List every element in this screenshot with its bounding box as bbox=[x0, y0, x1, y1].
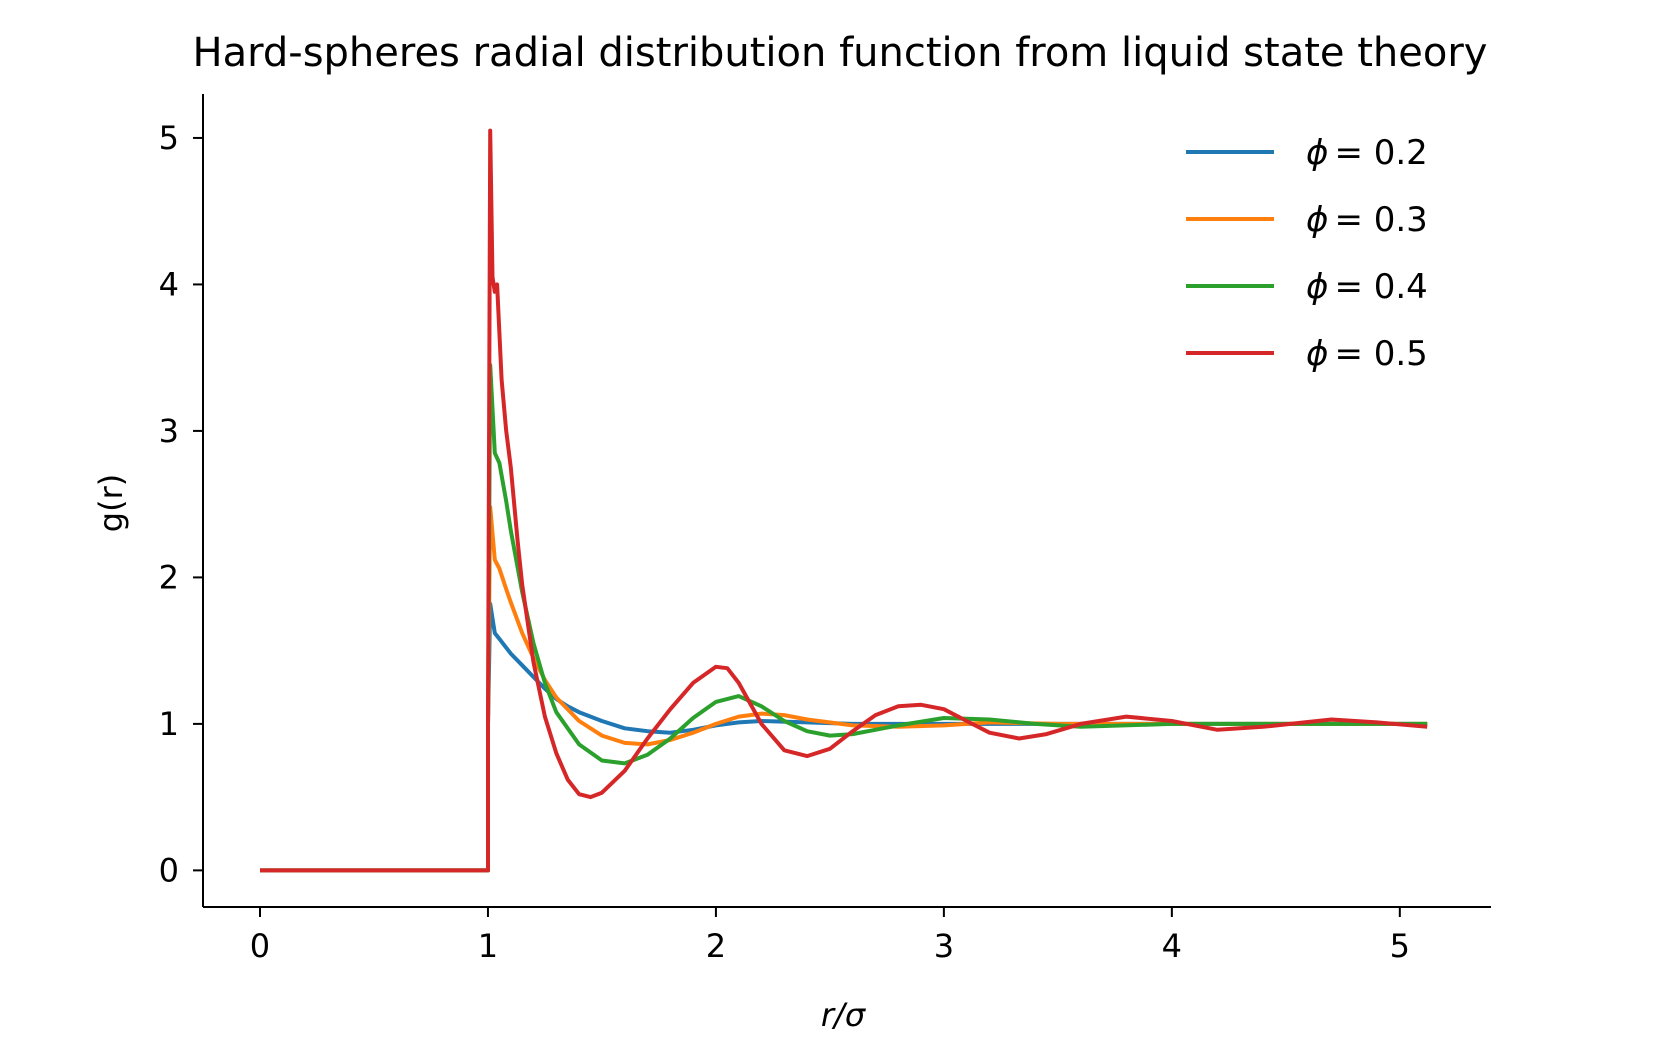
legend-label-3: ϕ = 0.4 bbox=[1306, 267, 1428, 307]
chart-title: Hard-spheres radial distribution functio… bbox=[193, 30, 1488, 76]
legend-value: = 0.4 bbox=[1334, 267, 1427, 307]
y-ticks: 0 1 2 3 4 5 bbox=[159, 119, 203, 889]
series-line-3 bbox=[260, 363, 1428, 873]
y-tick-label: 1 bbox=[159, 705, 179, 743]
legend-value: = 0.5 bbox=[1334, 334, 1427, 374]
x-ticks: 0 1 2 3 4 5 bbox=[250, 907, 1410, 965]
x-axis-label: r/σ bbox=[821, 996, 867, 1034]
series-line-4 bbox=[260, 128, 1428, 873]
legend-label-4: ϕ = 0.5 bbox=[1306, 334, 1428, 374]
x-tick-label: 5 bbox=[1390, 927, 1410, 965]
series-line-2 bbox=[260, 505, 1428, 873]
legend-symbol: ϕ bbox=[1306, 133, 1328, 173]
y-tick-label: 2 bbox=[159, 558, 179, 596]
x-tick-label: 1 bbox=[478, 927, 498, 965]
legend-value: = 0.2 bbox=[1334, 133, 1427, 173]
x-tick-label: 3 bbox=[934, 927, 954, 965]
y-tick-label: 3 bbox=[159, 412, 179, 450]
y-tick-label: 4 bbox=[159, 265, 179, 303]
y-tick-label: 5 bbox=[159, 119, 179, 157]
legend-label-2: ϕ = 0.3 bbox=[1306, 200, 1428, 240]
legend-symbol: ϕ bbox=[1306, 267, 1328, 307]
x-tick-label: 4 bbox=[1162, 927, 1182, 965]
plot-lines bbox=[260, 128, 1428, 873]
legend-value: = 0.3 bbox=[1334, 200, 1427, 240]
legend-symbol: ϕ bbox=[1306, 200, 1328, 240]
y-tick-label: 0 bbox=[159, 851, 179, 889]
x-tick-label: 0 bbox=[250, 927, 270, 965]
y-axis-label: g(r) bbox=[92, 474, 130, 532]
legend: ϕ = 0.2ϕ = 0.3ϕ = 0.4ϕ = 0.5 bbox=[1186, 133, 1428, 374]
legend-label-1: ϕ = 0.2 bbox=[1306, 133, 1428, 173]
x-tick-label: 2 bbox=[706, 927, 726, 965]
legend-symbol: ϕ bbox=[1306, 334, 1328, 374]
